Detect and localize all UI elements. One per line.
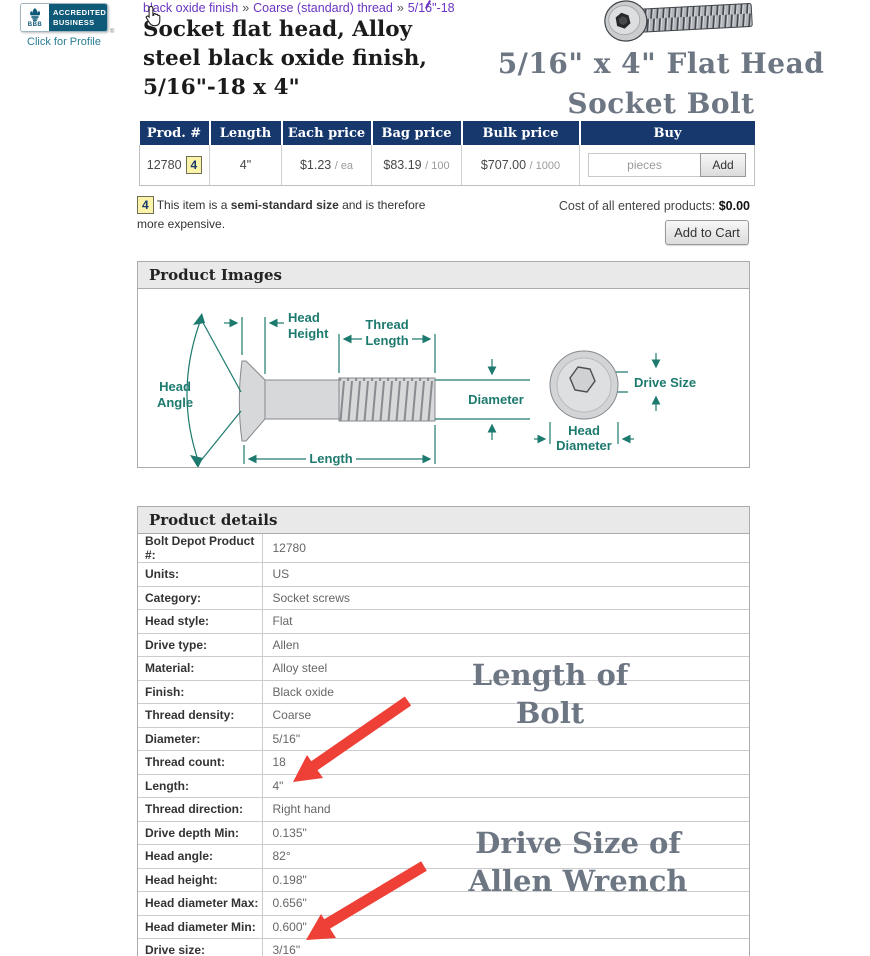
hand-cursor-icon: [145, 5, 161, 27]
prod-number-cell: 12780 4: [139, 145, 210, 186]
registered-mark: ®: [110, 29, 115, 35]
diagram-label-diameter: Diameter: [468, 392, 524, 407]
breadcrumb-link-black-oxide[interactable]: black oxide finish: [143, 1, 239, 15]
table-row: Material: Alloy steel: [138, 656, 749, 681]
price-table-header-row: Prod. # Length Each price Bag price Bulk…: [139, 121, 755, 145]
buy-cell: Add: [579, 145, 755, 186]
table-row: Head diameter Max: 0.656": [138, 891, 749, 916]
breadcrumb-separator: »: [396, 1, 404, 15]
table-row: Head style: Flat: [138, 609, 749, 634]
breadcrumb: black oxide finish» Coarse (standard) thr…: [143, 1, 455, 15]
add-to-cart-button[interactable]: Add to Cart: [665, 220, 749, 245]
col-header-buy: Buy: [579, 121, 755, 145]
svg-text:Length: Length: [365, 333, 408, 348]
bbb-caption[interactable]: Click for Profile: [27, 36, 101, 48]
semi-standard-note: 4 This item is a semi-standard size and i…: [137, 196, 426, 231]
bolt-dimension-diagram: Head Angle Head Height Thread Length Dia…: [157, 310, 696, 467]
bbb-torch-icon: BBB: [21, 4, 49, 31]
col-header-bag-price: Bag price: [371, 121, 463, 145]
table-row: Thread direction: Right hand: [138, 797, 749, 822]
bbb-accredited-badge[interactable]: BBB ACCREDITED BUSINESS ® Click for Prof…: [14, 3, 124, 48]
semi-standard-flag: 4: [185, 155, 203, 174]
bbb-accredited-text: ACCREDITED BUSINESS: [49, 4, 107, 31]
breadcrumb-link-size[interactable]: 5/16"-18: [407, 1, 455, 15]
price-table-row: 12780 4 4" $1.23 / ea $83.19 / 100 $707.0…: [139, 145, 755, 186]
col-header-bulk-price: Bulk price: [461, 121, 581, 145]
diagram-label-drive-size: Drive Size: [634, 375, 696, 390]
diagram-label-head-diameter: Head: [568, 423, 600, 438]
table-row: Drive depth Min: 0.135": [138, 821, 749, 845]
product-details-table: Bolt Depot Product #: 12780 Units: US Cate…: [138, 534, 749, 956]
each-price-cell: $1.23 / ea: [281, 145, 372, 186]
table-row: Head height: 0.198": [138, 868, 749, 892]
diagram-label-thread-length: Thread: [365, 317, 408, 332]
table-row: Units: US: [138, 562, 749, 587]
col-header-length: Length: [209, 121, 283, 145]
cart-cost-summary: Cost of all entered products: $0.00: [440, 199, 750, 213]
breadcrumb-separator: »: [242, 1, 250, 15]
price-table: Prod. # Length Each price Bag price Bulk…: [139, 121, 755, 186]
table-row: Thread density: Coarse: [138, 703, 749, 728]
col-header-prod: Prod. #: [139, 121, 211, 145]
pieces-input[interactable]: [588, 152, 701, 177]
breadcrumb-link-coarse-thread[interactable]: Coarse (standard) thread: [253, 1, 393, 15]
svg-text:Height: Height: [288, 326, 329, 341]
cost-value: $0.00: [718, 199, 750, 213]
table-row: Length: 4": [138, 774, 749, 798]
table-row: Drive type: Allen: [138, 633, 749, 657]
bag-price-cell: $83.19 / 100: [371, 145, 462, 186]
product-details-header: Product details: [138, 507, 749, 534]
hero-annotation: 5/16" x 4" Flat Head Socket Bolt: [451, 44, 870, 124]
table-row: Category: Socket screws: [138, 586, 749, 610]
cost-label: Cost of all entered products:: [558, 199, 719, 213]
product-details-panel: Product details Bolt Depot Product #: 127…: [137, 506, 750, 956]
diagram-label-head-height: Head: [288, 310, 320, 325]
bulk-price-cell: $707.00 / 1000: [461, 145, 580, 186]
table-row: Head angle: 82°: [138, 844, 749, 869]
diagram-label-head-angle: Head: [159, 379, 191, 394]
table-row: Drive size: 3/16": [138, 938, 749, 956]
svg-text:Angle: Angle: [157, 395, 193, 410]
bbb-seal: BBB ACCREDITED BUSINESS: [20, 3, 108, 32]
length-cell: 4": [209, 145, 282, 186]
table-row: Thread count: 18: [138, 750, 749, 775]
table-row: Diameter: 5/16": [138, 727, 749, 751]
page-title: Socket flat head, Alloy steel black oxid…: [143, 17, 427, 100]
diagram-label-length: Length: [309, 451, 352, 466]
col-header-each-price: Each price: [281, 121, 373, 145]
table-row: Finish: Black oxide: [138, 680, 749, 704]
product-images-panel: Product Images: [137, 261, 750, 468]
product-photo-bolt: [604, 0, 753, 42]
product-images-header: Product Images: [138, 262, 749, 289]
bbb-letters: BBB: [27, 21, 43, 28]
hero-line1: 5/16" x 4" Flat Head: [497, 47, 825, 80]
add-button[interactable]: Add: [700, 152, 746, 177]
table-row: Bolt Depot Product #: 12780: [138, 534, 749, 563]
hero-line2: Socket Bolt: [567, 87, 755, 120]
prod-number: 12780: [146, 157, 182, 172]
table-row: Head diameter Min: 0.600": [138, 915, 749, 939]
semi-standard-flag: 4: [137, 196, 154, 214]
svg-text:Diameter: Diameter: [556, 438, 612, 453]
